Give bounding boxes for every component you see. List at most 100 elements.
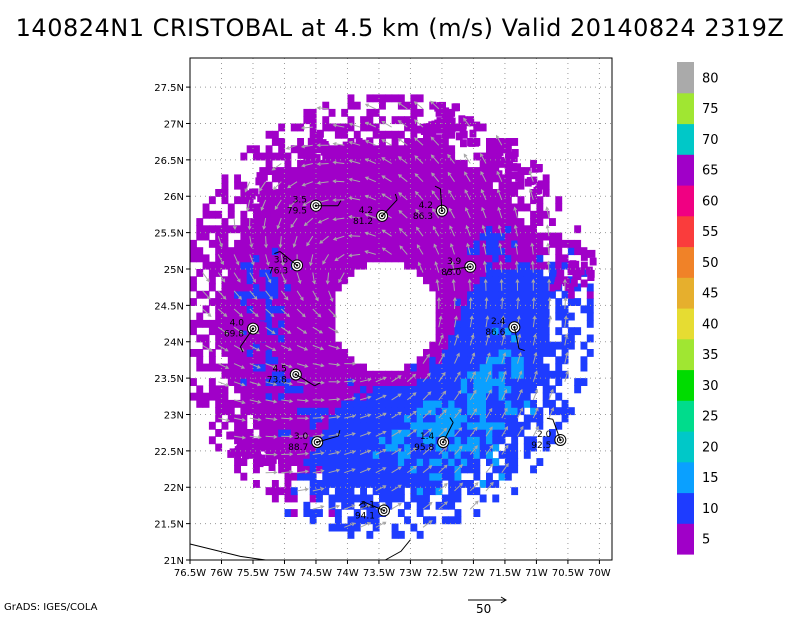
wind-cell (530, 239, 537, 248)
wind-vector (414, 191, 424, 201)
wind-cell (309, 123, 317, 132)
wind-cell (441, 276, 449, 285)
wind-cell (379, 458, 386, 466)
wind-cell (265, 152, 273, 161)
dropsonde-label-top: 3.1 (361, 501, 375, 511)
wind-cell (397, 196, 405, 205)
wind-vector (280, 308, 291, 318)
wind-vector (312, 451, 325, 456)
wind-cell (404, 429, 411, 437)
wind-vector (292, 236, 298, 248)
wind-cell (467, 327, 474, 336)
wind-cell (536, 269, 544, 277)
wind-cell (309, 429, 317, 437)
wind-cell (303, 458, 311, 466)
wind-cell (549, 370, 556, 379)
wind-cell (297, 458, 304, 466)
dropsonde-label-bottom: 69.8 (224, 330, 244, 340)
wind-barb-staff (448, 266, 471, 271)
wind-cell (360, 232, 367, 241)
wind-cell (366, 232, 374, 241)
wind-cell (473, 392, 481, 401)
wind-cell (580, 305, 588, 314)
wind-vector (332, 217, 345, 222)
wind-cell (429, 101, 437, 110)
wind-vector (501, 333, 506, 346)
wind-cell (404, 196, 411, 205)
wind-vector (514, 242, 519, 255)
wind-vector (454, 482, 464, 492)
wind-cell (530, 334, 537, 343)
wind-cell (486, 232, 493, 241)
wind-cell (271, 399, 279, 408)
wind-cell (460, 407, 468, 416)
wind-vector (281, 452, 294, 457)
wind-cell (353, 167, 361, 175)
wind-cell (284, 305, 292, 314)
wind-cell (234, 305, 241, 314)
wind-cell (341, 349, 349, 357)
wind-cell (441, 421, 449, 430)
wind-cell (240, 152, 248, 161)
wind-cell (334, 356, 342, 365)
wind-cell (542, 443, 550, 452)
wind-cell (530, 378, 537, 386)
wind-cell (309, 327, 317, 336)
wind-cell (429, 276, 437, 285)
wind-cell (423, 494, 430, 503)
wind-cell (542, 341, 550, 350)
wind-cell (574, 247, 582, 256)
wind-cell (385, 145, 393, 154)
wind-cell (517, 429, 525, 437)
wind-cell (271, 152, 279, 161)
wind-vector (312, 415, 325, 420)
wind-cell (322, 247, 330, 256)
dropsonde-label-top: 2.0 (537, 430, 552, 440)
wind-vector (485, 370, 492, 382)
wind-cell (334, 429, 342, 437)
wind-cell (221, 232, 229, 241)
wind-cell (278, 442, 286, 451)
wind-cell (404, 101, 411, 110)
wind-vector (249, 344, 261, 352)
wind-cell (303, 218, 311, 226)
wind-cell (517, 356, 525, 365)
wind-cell (523, 392, 531, 401)
wind-cell (416, 239, 424, 248)
wind-cell (536, 239, 544, 248)
wind-cell (498, 254, 506, 263)
wind-cell (460, 378, 468, 386)
wind-cell (322, 363, 330, 372)
wind-cell (271, 215, 278, 224)
wind-cell (284, 319, 292, 328)
x-tick-label: 76.5W (174, 568, 206, 579)
wind-cell (372, 370, 380, 379)
wind-cell (567, 312, 575, 321)
wind-cell (391, 218, 399, 226)
wind-vector (364, 121, 377, 128)
wind-cell (208, 363, 216, 372)
wind-cell (473, 370, 481, 379)
wind-cell (460, 261, 468, 270)
wind-cell (316, 392, 323, 401)
wind-cell (372, 254, 380, 263)
wind-cell (441, 385, 449, 394)
wind-cell (246, 443, 254, 452)
wind-vector (316, 180, 329, 185)
wind-vector (414, 137, 424, 146)
wind-cell (271, 319, 279, 328)
wind-cell (429, 269, 437, 277)
wind-cell (322, 261, 330, 270)
wind-cell (410, 196, 418, 205)
wind-cell (221, 349, 229, 357)
wind-cell (290, 472, 298, 481)
wind-vector (233, 254, 240, 266)
wind-vector (432, 225, 440, 237)
wind-cell (473, 327, 481, 336)
wind-cell (328, 501, 336, 510)
wind-vector (280, 290, 289, 301)
wind-vector (498, 242, 503, 255)
wind-cell (385, 152, 393, 161)
wind-cell (246, 385, 254, 394)
wind-cell (467, 450, 474, 459)
